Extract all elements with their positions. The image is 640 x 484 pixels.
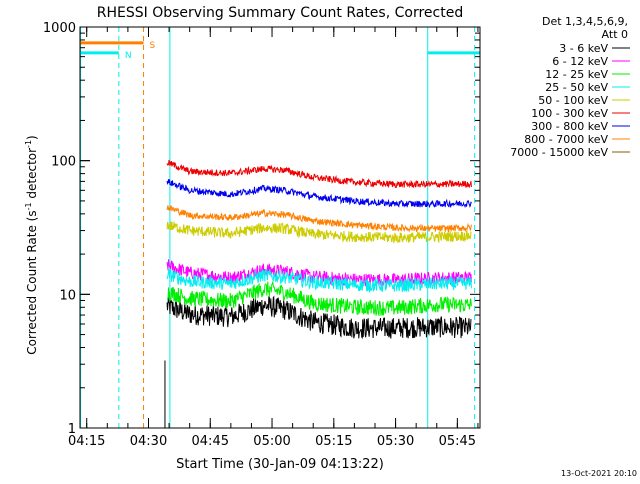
series-line-7: [166, 179, 472, 209]
flag-label-S: S: [150, 41, 156, 51]
x-tick-label: 05:30: [377, 434, 414, 449]
legend-entry: 300 - 800 keV: [531, 120, 630, 133]
y-axis-label-end: ): [25, 135, 39, 140]
legend-entry-label: 800 - 7000 keV: [524, 133, 608, 146]
legend-entry: 800 - 7000 keV: [524, 133, 630, 146]
chart-title: RHESSI Observing Summary Count Rates, Co…: [97, 5, 463, 21]
plot-area: N S 1 10 100 1000 04:15 04:30 04:45 05:00 05:15 05:…: [43, 21, 481, 449]
series-line-3: [166, 280, 472, 316]
y-axis-label: Corrected Count Rate (s-1 detector-1): [24, 135, 39, 354]
legend-header-attenuator: Att 0: [602, 28, 628, 41]
legend-entry: 7000 - 15000 keV: [510, 146, 630, 159]
y-axis-label-text: Corrected Count Rate (s: [25, 210, 39, 354]
legend-entry: 50 - 100 keV: [538, 94, 630, 107]
legend-entry-label: 100 - 300 keV: [531, 107, 608, 120]
series-line-6: [166, 159, 472, 189]
x-tick-label: 05:45: [439, 434, 476, 449]
y-tick-label: 100: [51, 155, 76, 170]
y-tick-label: 1000: [43, 21, 76, 36]
legend-entry: 25 - 50 keV: [545, 81, 630, 94]
legend-header-detectors: Det 1,3,4,5,6,9,: [542, 15, 628, 28]
svg-text:Corrected Count Rate (s-1 dete: Corrected Count Rate (s-1 detector-1): [24, 135, 39, 354]
y-tick-label: 10: [59, 288, 76, 303]
x-axis-label: Start Time (30-Jan-09 04:13:22): [176, 457, 384, 472]
series-line-8: [166, 205, 472, 233]
x-tick-label: 05:15: [315, 434, 352, 449]
legend-entry: 6 - 12 keV: [552, 55, 630, 68]
y-tick-label: 1: [68, 422, 76, 437]
x-tick-label: 05:00: [253, 434, 290, 449]
series-line-5: [166, 221, 472, 244]
series-line-4: [166, 267, 472, 294]
legend-entry-label: 6 - 12 keV: [552, 55, 608, 68]
footer-timestamp: 13-Oct-2021 20:10: [561, 469, 637, 478]
legend-entry-label: 25 - 50 keV: [545, 81, 608, 94]
series-line-1: [166, 295, 472, 340]
flag-label-N: N: [125, 51, 132, 61]
legend-entry-label: 12 - 25 keV: [545, 68, 608, 81]
x-tick-label: 04:15: [68, 434, 105, 449]
legend-entry: 3 - 6 keV: [559, 42, 630, 55]
legend-entry-label: 300 - 800 keV: [531, 120, 608, 133]
y-axis-label-mid: detector: [25, 148, 39, 203]
plot-frame: [79, 26, 481, 429]
legend-entry: 12 - 25 keV: [545, 68, 630, 81]
x-tick-label: 04:30: [130, 434, 167, 449]
legend-entry: 100 - 300 keV: [531, 107, 630, 120]
legend-entry-label: 7000 - 15000 keV: [510, 146, 608, 159]
legend-entry-label: 3 - 6 keV: [559, 42, 608, 55]
y-axis-label-sup1: -1: [24, 202, 33, 210]
x-tick-label: 04:45: [192, 434, 229, 449]
y-axis-label-sup2: -1: [24, 140, 33, 148]
legend-entry-label: 50 - 100 keV: [538, 94, 608, 107]
